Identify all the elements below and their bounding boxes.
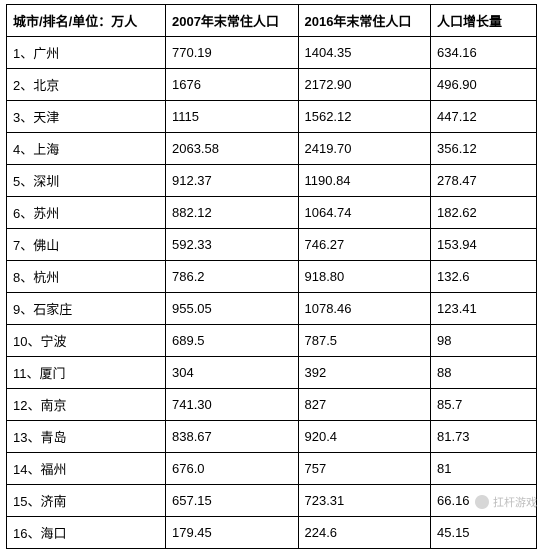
table-cell: 9、石家庄	[7, 293, 166, 325]
table-cell: 6、苏州	[7, 197, 166, 229]
table-cell: 392	[298, 357, 431, 389]
table-cell: 16、海口	[7, 517, 166, 549]
table-cell: 920.4	[298, 421, 431, 453]
table-header-row: 城市/排名/单位：万人 2007年末常住人口 2016年末常住人口 人口增长量	[7, 5, 537, 37]
table-row: 9、石家庄955.051078.46123.41	[7, 293, 537, 325]
table-cell: 8、杭州	[7, 261, 166, 293]
table-cell: 1562.12	[298, 101, 431, 133]
table-cell: 1190.84	[298, 165, 431, 197]
table-row: 1、广州770.191404.35634.16	[7, 37, 537, 69]
table-cell: 786.2	[166, 261, 299, 293]
table-cell: 14、福州	[7, 453, 166, 485]
table-row: 13、青岛838.67920.481.73	[7, 421, 537, 453]
table-row: 3、天津11151562.12447.12	[7, 101, 537, 133]
table-cell: 45.15	[431, 517, 537, 549]
table-row: 5、深圳912.371190.84278.47	[7, 165, 537, 197]
table-row: 7、佛山592.33746.27153.94	[7, 229, 537, 261]
table-cell: 278.47	[431, 165, 537, 197]
table-cell: 85.7	[431, 389, 537, 421]
table-cell: 1064.74	[298, 197, 431, 229]
table-row: 10、宁波689.5787.598	[7, 325, 537, 357]
col-header-2016: 2016年末常住人口	[298, 5, 431, 37]
population-table: 城市/排名/单位：万人 2007年末常住人口 2016年末常住人口 人口增长量 …	[6, 4, 537, 549]
table-row: 6、苏州882.121064.74182.62	[7, 197, 537, 229]
table-cell: 496.90	[431, 69, 537, 101]
table-row: 8、杭州786.2918.80132.6	[7, 261, 537, 293]
table-cell: 132.6	[431, 261, 537, 293]
table-cell: 770.19	[166, 37, 299, 69]
table-cell: 838.67	[166, 421, 299, 453]
table-cell: 882.12	[166, 197, 299, 229]
table-cell: 1、广州	[7, 37, 166, 69]
table-cell: 2、北京	[7, 69, 166, 101]
table-cell: 356.12	[431, 133, 537, 165]
table-cell: 304	[166, 357, 299, 389]
table-body: 1、广州770.191404.35634.162、北京16762172.9049…	[7, 37, 537, 549]
table-cell: 2063.58	[166, 133, 299, 165]
table-cell: 447.12	[431, 101, 537, 133]
table-cell: 827	[298, 389, 431, 421]
table-cell: 723.31	[298, 485, 431, 517]
table-cell: 592.33	[166, 229, 299, 261]
table-cell: 5、深圳	[7, 165, 166, 197]
table-cell: 912.37	[166, 165, 299, 197]
table-cell: 123.41	[431, 293, 537, 325]
table-cell: 12、南京	[7, 389, 166, 421]
table-cell: 66.16	[431, 485, 537, 517]
table-head: 城市/排名/单位：万人 2007年末常住人口 2016年末常住人口 人口增长量	[7, 5, 537, 37]
table-cell: 918.80	[298, 261, 431, 293]
table-cell: 689.5	[166, 325, 299, 357]
table-cell: 81	[431, 453, 537, 485]
table-cell: 179.45	[166, 517, 299, 549]
table-cell: 153.94	[431, 229, 537, 261]
table-cell: 224.6	[298, 517, 431, 549]
table-cell: 1078.46	[298, 293, 431, 325]
table-cell: 1404.35	[298, 37, 431, 69]
table-row: 11、厦门30439288	[7, 357, 537, 389]
table-cell: 11、厦门	[7, 357, 166, 389]
table-row: 14、福州676.075781	[7, 453, 537, 485]
table-cell: 81.73	[431, 421, 537, 453]
table-cell: 3、天津	[7, 101, 166, 133]
table-row: 15、济南657.15723.3166.16	[7, 485, 537, 517]
table-cell: 88	[431, 357, 537, 389]
table-cell: 15、济南	[7, 485, 166, 517]
table-cell: 657.15	[166, 485, 299, 517]
table-cell: 1115	[166, 101, 299, 133]
table-cell: 10、宁波	[7, 325, 166, 357]
table-cell: 1676	[166, 69, 299, 101]
table-cell: 2172.90	[298, 69, 431, 101]
table-cell: 757	[298, 453, 431, 485]
table-cell: 7、佛山	[7, 229, 166, 261]
col-header-city: 城市/排名/单位：万人	[7, 5, 166, 37]
table-row: 4、上海2063.582419.70356.12	[7, 133, 537, 165]
col-header-2007: 2007年末常住人口	[166, 5, 299, 37]
table-cell: 634.16	[431, 37, 537, 69]
table-cell: 2419.70	[298, 133, 431, 165]
table-row: 12、南京741.3082785.7	[7, 389, 537, 421]
table-row: 16、海口179.45224.645.15	[7, 517, 537, 549]
table-container: 城市/排名/单位：万人 2007年末常住人口 2016年末常住人口 人口增长量 …	[0, 0, 543, 553]
table-cell: 787.5	[298, 325, 431, 357]
table-cell: 4、上海	[7, 133, 166, 165]
table-cell: 746.27	[298, 229, 431, 261]
table-cell: 741.30	[166, 389, 299, 421]
table-cell: 98	[431, 325, 537, 357]
col-header-growth: 人口增长量	[431, 5, 537, 37]
table-cell: 676.0	[166, 453, 299, 485]
table-cell: 182.62	[431, 197, 537, 229]
table-row: 2、北京16762172.90496.90	[7, 69, 537, 101]
table-cell: 955.05	[166, 293, 299, 325]
table-cell: 13、青岛	[7, 421, 166, 453]
